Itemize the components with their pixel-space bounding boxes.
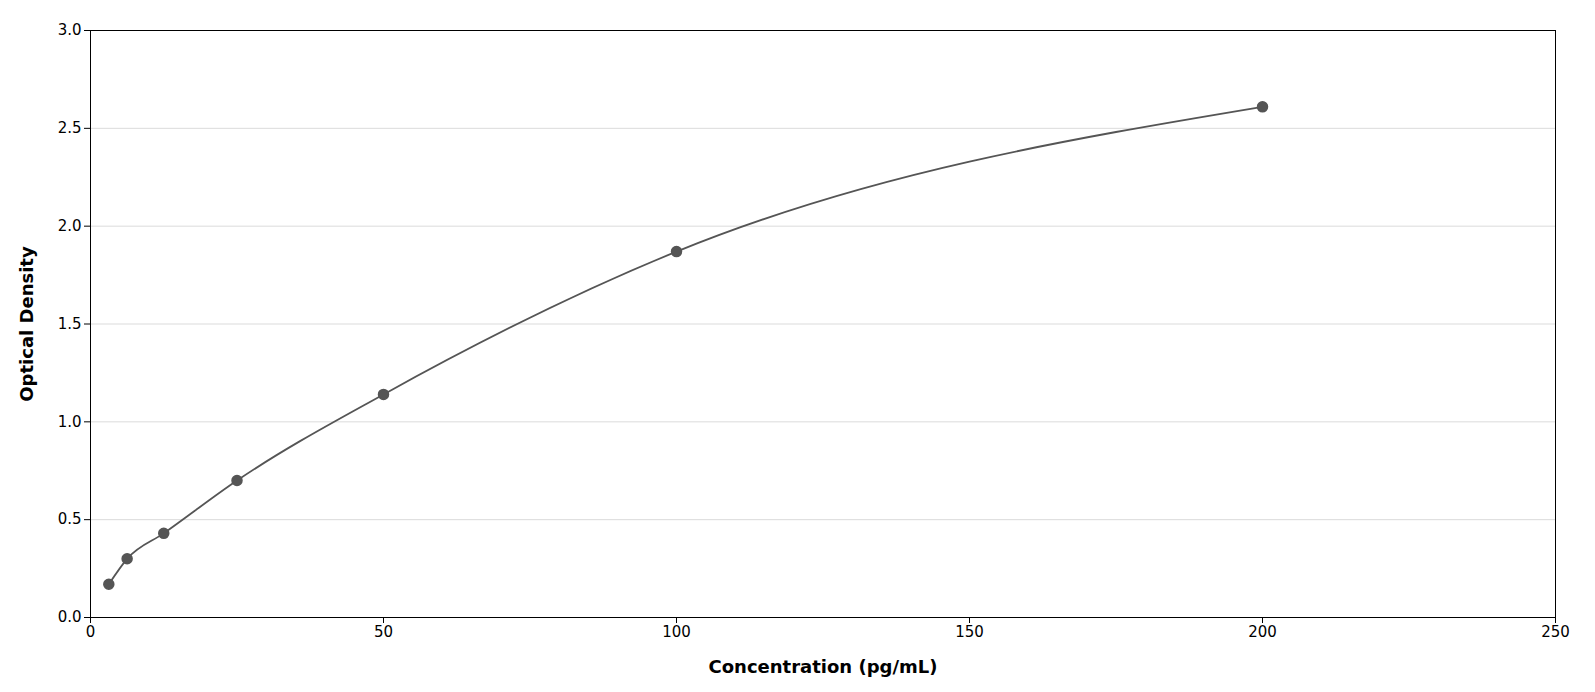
svg-text:Optical Density: Optical Density <box>16 246 37 402</box>
svg-text:200: 200 <box>1248 623 1277 641</box>
svg-text:2.0: 2.0 <box>58 217 82 235</box>
svg-text:2.5: 2.5 <box>58 119 82 137</box>
svg-text:0.0: 0.0 <box>58 608 82 626</box>
svg-text:150: 150 <box>955 623 984 641</box>
svg-text:50: 50 <box>374 623 393 641</box>
svg-text:0.5: 0.5 <box>58 510 82 528</box>
svg-text:100: 100 <box>662 623 691 641</box>
svg-text:3.0: 3.0 <box>58 21 82 39</box>
svg-text:Concentration (pg/mL): Concentration (pg/mL) <box>709 656 938 677</box>
svg-text:0: 0 <box>86 623 96 641</box>
svg-text:250: 250 <box>1541 623 1570 641</box>
svg-text:1.5: 1.5 <box>58 315 82 333</box>
svg-text:1.0: 1.0 <box>58 413 82 431</box>
